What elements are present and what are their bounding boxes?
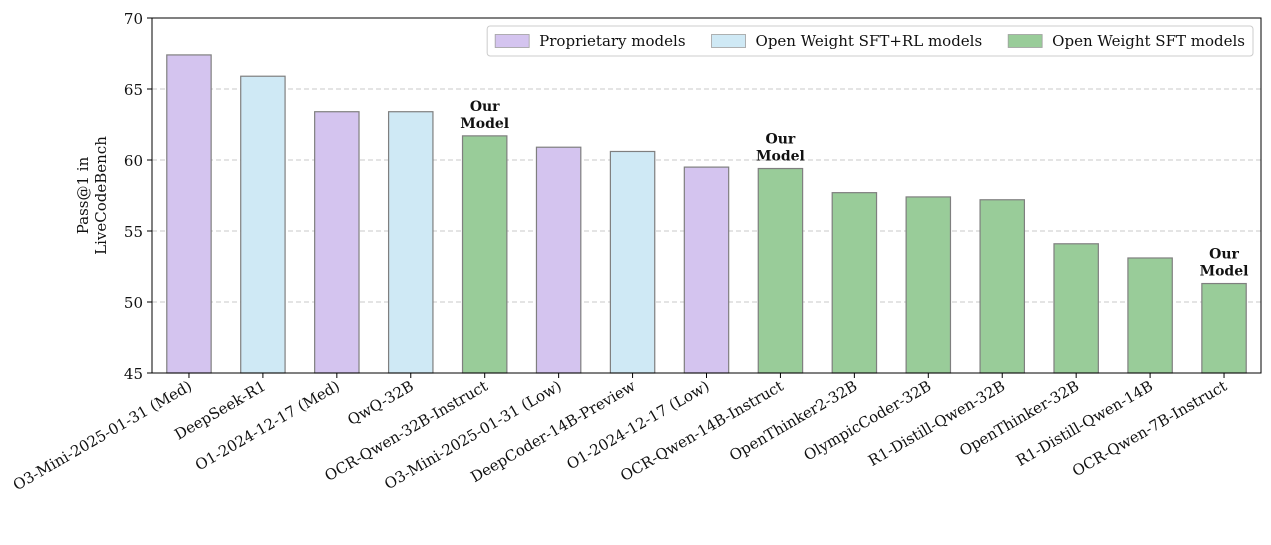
bar-annotation: Model xyxy=(1200,264,1249,280)
bar-r1-distill-qwen-32b xyxy=(979,199,1026,374)
bar-annotation: Our xyxy=(766,132,796,148)
y-axis-label-line: LiveCodeBench xyxy=(92,136,110,255)
bar-o3-mini-2025-01-31-med xyxy=(166,54,212,374)
x-tick-label: OpenThinker2-32B xyxy=(726,377,860,465)
bar-deepseek-r1 xyxy=(240,75,286,374)
legend-frame xyxy=(486,25,1254,57)
y-axis-label: Pass@1 inLiveCodeBench xyxy=(74,136,110,255)
y-tick-label: 65 xyxy=(124,81,143,99)
bar-annotation: Our xyxy=(1209,247,1239,263)
y-tick-label: 60 xyxy=(124,152,143,170)
bar-qwq-32b xyxy=(387,111,434,374)
bar-deepcoder-14b-preview xyxy=(609,150,656,374)
x-tick-label: OlympicCoder-32B xyxy=(801,377,935,465)
legend-label: Proprietary models xyxy=(539,32,685,50)
legend-swatch-sft xyxy=(1007,34,1043,48)
bar-r1-distill-qwen-14b xyxy=(1127,257,1173,374)
bar-ocr-qwen-7b-instruct xyxy=(1201,282,1247,374)
bar-openthinker2-32b xyxy=(831,192,878,374)
bar-o1-2024-12-17-med xyxy=(314,111,360,374)
x-tick-label: R1-Distill-Qwen-32B xyxy=(865,377,1008,470)
legend: Proprietary models Open Weight SFT+RL mod… xyxy=(486,25,1254,57)
bar-o3-mini-2025-01-31-low xyxy=(535,146,582,374)
bar-ocr-qwen-14b-instruct xyxy=(757,167,804,374)
y-tick-label: 70 xyxy=(124,10,143,28)
x-axis-ticks: O3-Mini-2025-01-31 (Med)DeepSeek-R1O1-20… xyxy=(10,373,1230,494)
legend-swatch-proprietary xyxy=(494,34,530,48)
bar-o1-2024-12-17-low xyxy=(683,166,730,374)
legend-label: Open Weight SFT+RL models xyxy=(756,32,983,50)
y-axis-label-line: Pass@1 in xyxy=(74,156,92,234)
bar-annotation: Model xyxy=(460,116,509,132)
x-tick-label: OpenThinker-32B xyxy=(956,377,1082,460)
bar-olympiccoder-32b xyxy=(905,196,952,374)
y-tick-label: 50 xyxy=(124,294,143,312)
bars xyxy=(166,54,1247,374)
bar-ocr-qwen-32b-instruct xyxy=(461,135,508,374)
y-tick-label: 55 xyxy=(124,223,143,241)
x-tick-label: O3-Mini-2025-01-31 (Med) xyxy=(10,377,195,494)
bar-annotation: Our xyxy=(470,99,500,115)
y-tick-label: 45 xyxy=(124,365,143,383)
bar-openthinker-32b xyxy=(1053,243,1099,374)
bar-annotation: Model xyxy=(756,149,805,165)
legend-label: Open Weight SFT models xyxy=(1052,32,1245,50)
legend-swatch-sft-rl xyxy=(711,34,746,48)
y-axis-ticks: 45 50 55 60 65 70 xyxy=(124,10,152,383)
